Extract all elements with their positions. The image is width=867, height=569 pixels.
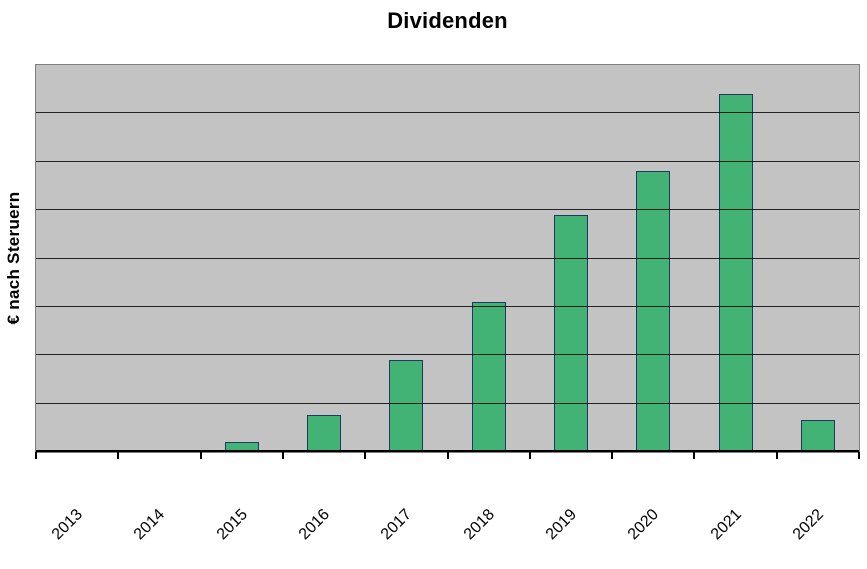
x-tick-label-2015: 2015	[213, 506, 251, 544]
gridline	[36, 305, 859, 307]
bar-2017	[389, 360, 424, 452]
x-axis-tick	[775, 452, 778, 459]
gridline	[36, 209, 859, 211]
x-axis-tick	[528, 452, 531, 459]
chart-title: Dividenden	[387, 8, 508, 33]
x-tick-label-2022: 2022	[789, 506, 827, 544]
x-tick-label-2017: 2017	[378, 506, 416, 544]
x-axis-tick	[117, 452, 120, 459]
plot-area	[35, 64, 860, 453]
bar-2019	[553, 214, 588, 452]
x-tick-label-2013: 2013	[48, 506, 87, 544]
x-tick-label-2020: 2020	[625, 506, 663, 544]
bar-2016	[307, 415, 342, 452]
bar-2018	[471, 302, 506, 452]
x-tick-label-2018: 2018	[460, 506, 498, 544]
x-axis-tick	[693, 452, 696, 459]
bar-2015	[224, 442, 259, 452]
x-tick-label-2021: 2021	[707, 506, 745, 544]
y-axis-title: € nach Steruern	[4, 191, 23, 325]
gridline	[36, 112, 859, 114]
x-axis-tick	[281, 452, 284, 459]
bar-2021	[718, 94, 753, 452]
gridline	[36, 354, 859, 356]
x-axis-tick	[199, 452, 202, 459]
x-tick-label-2014: 2014	[131, 506, 169, 544]
gridline	[36, 257, 859, 259]
x-tick-label-2019: 2019	[542, 506, 580, 544]
x-tick-label-2016: 2016	[295, 506, 334, 544]
x-axis-tick	[858, 452, 860, 459]
gridline	[36, 160, 859, 162]
bar-2020	[636, 171, 671, 452]
x-axis-tick	[611, 452, 614, 459]
x-axis-tick	[35, 452, 37, 459]
x-axis-tick	[364, 452, 367, 459]
x-axis-line	[36, 450, 859, 452]
gridline	[36, 402, 859, 404]
bar-2022	[800, 420, 835, 452]
x-axis-tick	[446, 452, 449, 459]
